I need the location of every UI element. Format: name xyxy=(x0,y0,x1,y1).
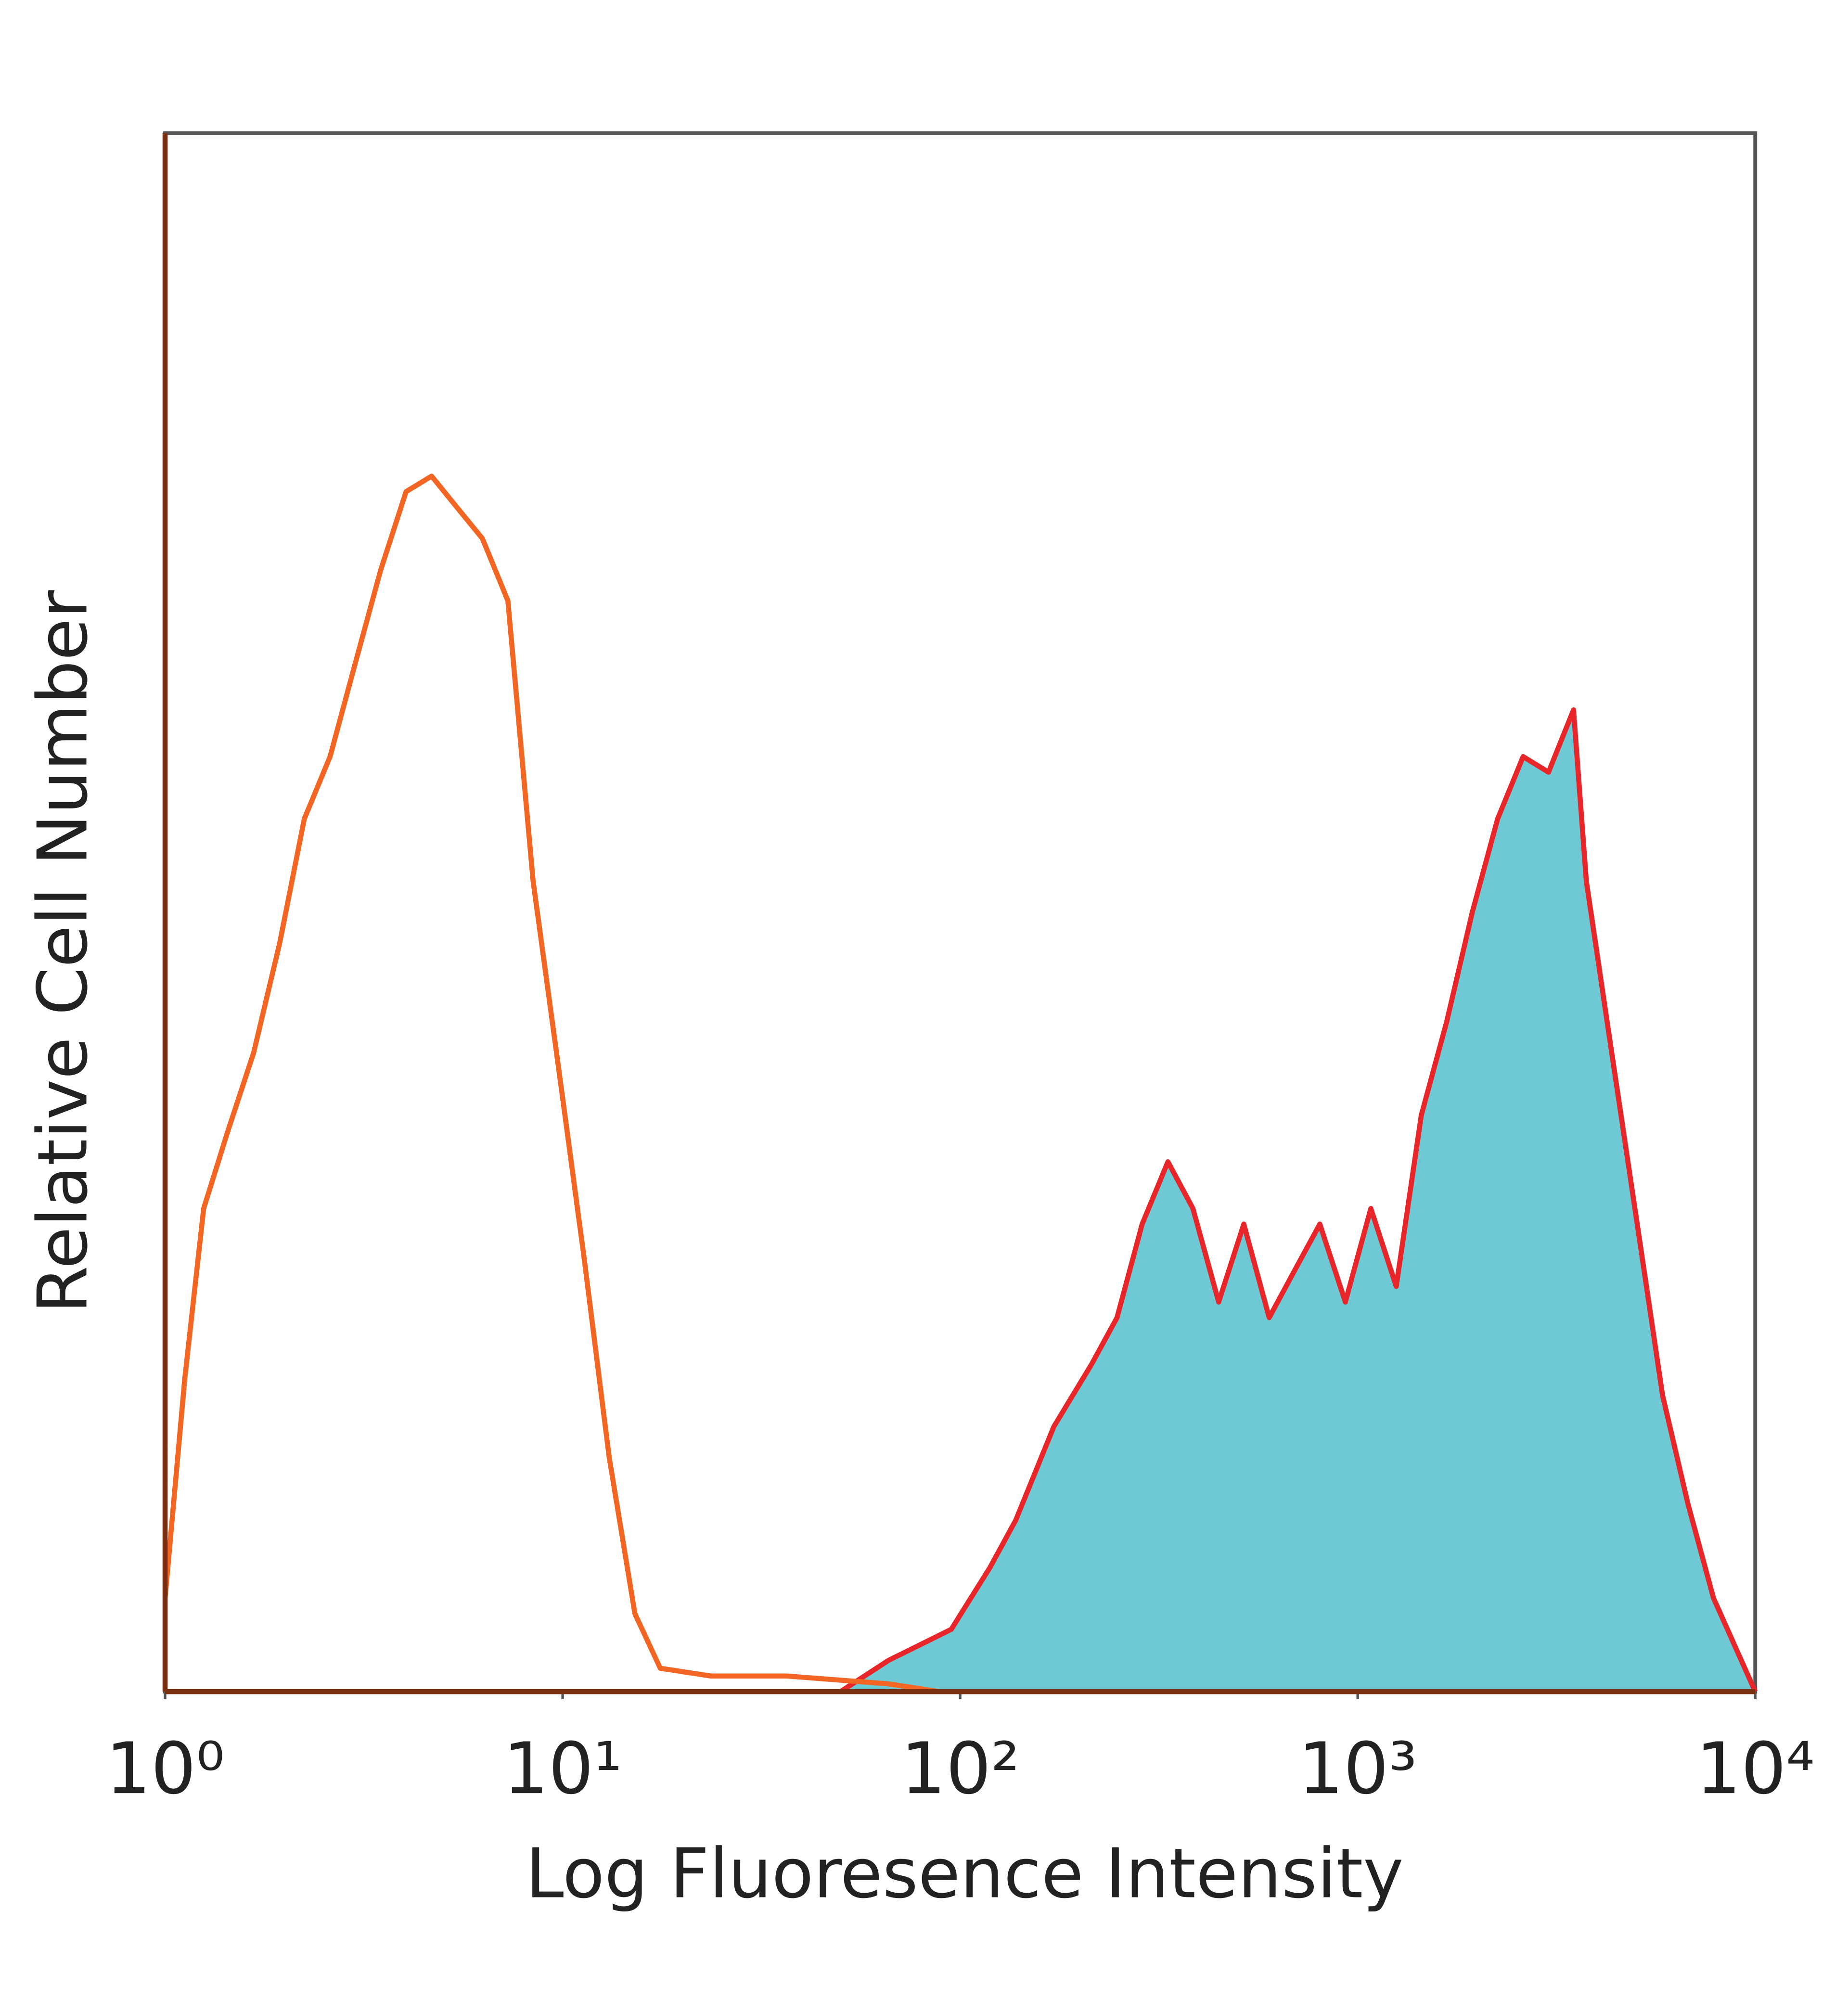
x-tick-label: 10⁴ xyxy=(1696,1727,1815,1810)
x-tick-label: 10² xyxy=(901,1727,1020,1810)
x-tick-label: 10³ xyxy=(1298,1727,1417,1810)
histogram-line xyxy=(839,707,1758,1694)
histogram-line xyxy=(162,474,1756,1694)
y-axis-label: Relative Cell Number xyxy=(23,590,103,1313)
histogram-area xyxy=(840,710,1756,1692)
x-axis-label: Log Fluoresence Intensity xyxy=(526,1833,1403,1913)
x-tick-label: 10⁰ xyxy=(105,1727,224,1810)
x-tick-label: 10¹ xyxy=(503,1727,622,1810)
